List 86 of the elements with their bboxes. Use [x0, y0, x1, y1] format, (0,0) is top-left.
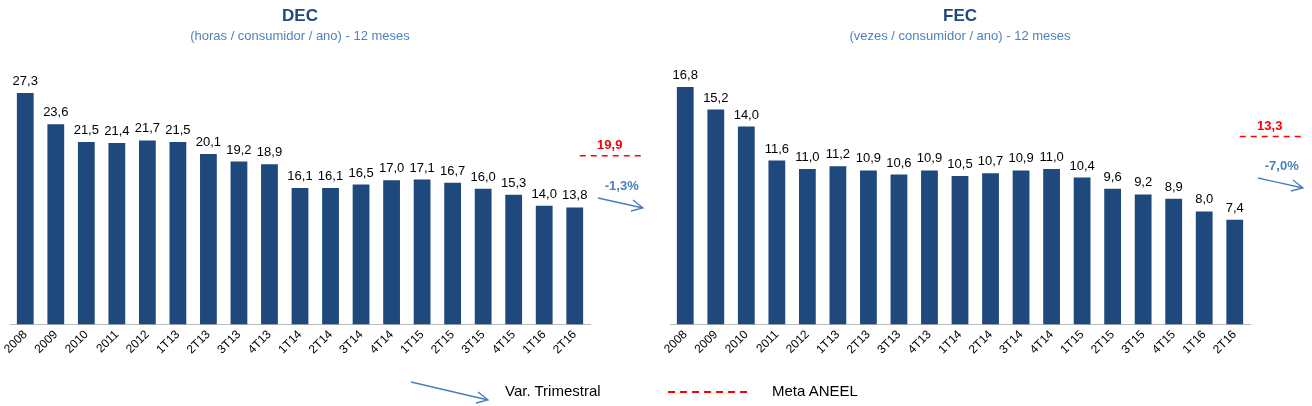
data-label: 15,3 — [501, 174, 527, 190]
data-label: 8,0 — [1195, 191, 1214, 207]
bar — [890, 174, 908, 325]
data-label: 9,2 — [1134, 174, 1153, 190]
bar — [322, 187, 339, 325]
bar — [951, 176, 969, 325]
bar — [444, 182, 462, 325]
data-label: 15,2 — [703, 89, 729, 105]
bar — [1012, 170, 1030, 325]
data-label: 21,5 — [73, 122, 99, 138]
data-label: 23,6 — [43, 104, 69, 120]
data-label: 27,3 — [12, 72, 38, 88]
bar — [1226, 219, 1244, 325]
data-label: 17,1 — [409, 159, 435, 175]
bar — [829, 166, 847, 325]
data-label: 11,6 — [764, 140, 790, 156]
text: -7,0% — [1264, 158, 1299, 174]
text: Meta ANEEL — [772, 382, 858, 399]
data-label: 21,4 — [104, 123, 130, 139]
data-label: 7,4 — [1225, 199, 1244, 215]
bar — [768, 160, 786, 325]
data-label: 8,9 — [1164, 178, 1183, 194]
bar — [1165, 198, 1183, 325]
chart-title: DEC — [282, 5, 318, 25]
bar — [261, 164, 278, 325]
data-label: 20,1 — [195, 134, 222, 150]
bar — [921, 170, 938, 325]
chart-title: FEC — [943, 5, 977, 25]
text: Var. Trimestral — [505, 382, 601, 399]
bar — [982, 173, 999, 325]
bar — [860, 170, 877, 325]
bar — [535, 205, 553, 325]
data-label: 10,9 — [916, 150, 943, 166]
data-label: 10,4 — [1069, 157, 1095, 173]
chart-subtitle: (vezes / consumidor / ano) - 12 meses — [849, 27, 1072, 43]
data-label: 16,0 — [470, 168, 496, 184]
data-label: 11,0 — [1039, 149, 1064, 165]
data-label: 16,1 — [287, 167, 313, 183]
bar — [1104, 188, 1122, 325]
bar — [676, 86, 694, 325]
data-label: 10,9 — [855, 150, 882, 166]
data-label: 13,8 — [562, 187, 588, 203]
bar — [291, 187, 309, 325]
bar — [1134, 194, 1152, 325]
data-label: 11,2 — [825, 146, 851, 162]
bar — [16, 92, 34, 325]
data-label: 16,5 — [348, 164, 374, 180]
ref-line-label: 13,3 — [1257, 117, 1283, 133]
bar — [505, 194, 523, 325]
data-label: 16,8 — [672, 67, 698, 83]
bar — [474, 188, 492, 325]
bar — [138, 140, 156, 325]
data-label: 11,0 — [795, 149, 820, 165]
bar — [77, 142, 95, 325]
bar — [169, 142, 187, 325]
data-label: 14,0 — [531, 185, 557, 201]
bar — [413, 179, 431, 325]
chart-subtitle: (horas / consumidor / ano) - 12 meses — [190, 27, 411, 43]
data-label: 16,7 — [439, 162, 466, 178]
bar — [737, 126, 755, 325]
data-label: 9,6 — [1103, 168, 1122, 184]
data-label: 10,7 — [977, 153, 1004, 169]
bar — [230, 161, 248, 325]
bar — [108, 142, 126, 325]
bar — [383, 180, 400, 325]
bar — [566, 207, 584, 325]
bar — [1043, 168, 1060, 325]
data-label: 21,5 — [165, 122, 191, 138]
bar — [47, 124, 65, 325]
data-label: 16,1 — [317, 167, 344, 183]
data-label: 10,6 — [886, 154, 912, 170]
bar — [1195, 211, 1213, 325]
bar — [1073, 177, 1091, 325]
data-label: 10,5 — [947, 156, 973, 172]
data-label: 21,7 — [134, 120, 161, 136]
data-label: 14,0 — [733, 106, 759, 122]
data-label: 19,2 — [226, 141, 252, 157]
data-label: 10,9 — [1008, 150, 1034, 166]
bar — [352, 184, 370, 325]
bar — [200, 153, 217, 325]
ref-line-label: 19,9 — [597, 136, 623, 152]
data-label: 17,0 — [378, 160, 405, 176]
bar — [798, 168, 816, 325]
bar — [707, 109, 725, 325]
text: -1,3% — [604, 177, 639, 193]
data-label: 18,9 — [256, 144, 283, 160]
